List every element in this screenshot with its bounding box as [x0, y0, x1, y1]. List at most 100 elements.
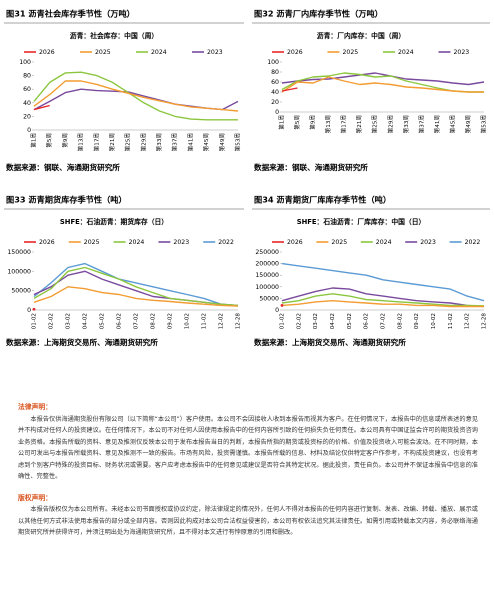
- x-tick-label: 第41周: [186, 133, 194, 151]
- x-tick-label: 第1周: [30, 133, 38, 148]
- y-tick-label: 60: [23, 86, 31, 93]
- x-tick-label: 第13周: [77, 133, 85, 151]
- x-tick-label: 第5周: [293, 115, 301, 130]
- x-tick-label: 05-02: [347, 313, 353, 329]
- charts: 图31 沥青社会库存季节性（万吨） 沥青：社会库存：中国（周） 0 20 40 60 80 1…: [4, 9, 490, 347]
- chart-title: 沥青：厂内库存：中国（周）: [317, 31, 405, 40]
- x-tick-label: 第9周: [61, 133, 69, 148]
- legend-label: 2022: [465, 239, 481, 246]
- x-tick-label: 04-02: [83, 313, 89, 329]
- figure-title: 图32 沥青厂内库存季节性（万吨）: [254, 9, 383, 19]
- series-line: [281, 293, 485, 307]
- x-tick-label: 10-02: [185, 313, 191, 329]
- series-line: [33, 71, 238, 121]
- series-line: [33, 266, 239, 307]
- y-tick-label: 250000: [255, 249, 279, 256]
- x-tick-label: 12-28: [236, 313, 242, 330]
- x-tick-label: 08-02: [397, 313, 403, 329]
- legal-section: 法律声明： 本报告仅供海通期货股份有限公司（以下简称“本公司”）客户使用。本公司…: [18, 396, 478, 539]
- y-tick-label: 20: [23, 113, 31, 120]
- legend-label: 2026: [39, 49, 55, 56]
- figure-title: 图34 沥青期货厂库库存季节性（吨）: [254, 195, 391, 205]
- legend-label: 2026: [287, 239, 303, 246]
- legend-label: 2023: [454, 49, 470, 56]
- legend-label: 2025: [84, 239, 100, 246]
- x-tick-label: 第25周: [371, 115, 379, 133]
- legend-label: 2024: [398, 49, 414, 56]
- y-tick-label: 60: [271, 79, 279, 86]
- legend-label: 2023: [173, 239, 189, 246]
- y-tick-label: 100000: [255, 284, 279, 291]
- figure-source: 数据来源：钢联、海通期货研究所: [6, 162, 120, 172]
- legend-label: 2026: [39, 239, 55, 246]
- legend-label: 2024: [151, 49, 167, 56]
- y-tick-label: 80: [23, 73, 31, 80]
- x-tick-label: 10-02: [431, 313, 437, 329]
- series-line: [33, 88, 239, 111]
- x-tick-label: 第29周: [139, 133, 147, 151]
- figure-source: 数据来源：钢联、海通期货研究所: [254, 162, 368, 172]
- legend-label: 2024: [376, 239, 392, 246]
- copyright-text: 本报告版权仅为本公司所有。未经本公司书面授权或协议约定，除法律规定的情况外，任何…: [18, 506, 478, 536]
- x-tick-label: 第9周: [309, 115, 317, 130]
- x-tick-label: 09-02: [168, 313, 174, 329]
- x-tick-label: 第21周: [355, 115, 363, 133]
- x-tick-label: 07-02: [381, 313, 387, 329]
- legend-label: 2025: [95, 49, 111, 56]
- x-tick-label: 03-02: [66, 313, 72, 329]
- x-tick-label: 02-02: [49, 313, 55, 329]
- x-tick-label: 第33周: [402, 115, 410, 133]
- legend-label: 2022: [218, 239, 234, 246]
- x-tick-label: 第45周: [448, 115, 456, 133]
- x-tick-label: 第25周: [124, 133, 132, 151]
- series-line: [33, 80, 239, 112]
- x-tick-label: 第37周: [417, 115, 425, 133]
- series-line: [281, 300, 484, 308]
- y-tick-label: 80: [271, 69, 279, 76]
- y-tick-label: 0: [27, 307, 31, 314]
- data-point: [32, 307, 36, 311]
- legend-label: 2025: [331, 239, 347, 246]
- data-point: [280, 303, 284, 307]
- x-tick-label: 08-02: [151, 313, 157, 329]
- x-tick-label: 第53周: [234, 133, 242, 151]
- series-line: [281, 76, 484, 93]
- y-tick-label: 100000: [7, 268, 31, 275]
- x-tick-label: 第33周: [155, 133, 163, 151]
- y-tick-label: 150000: [7, 249, 31, 256]
- series-line: [281, 262, 485, 302]
- legal-text: 本报告仅供海通期货股份有限公司（以下简称“本公司”）客户使用。本公司不会因接收人…: [18, 415, 478, 481]
- y-tick-label: 50000: [259, 295, 279, 302]
- x-tick-label: 11-02: [448, 313, 454, 329]
- x-tick-label: 第17周: [340, 115, 348, 133]
- series-line: [33, 286, 239, 307]
- x-tick-label: 第49周: [464, 115, 472, 133]
- x-tick-label: 09-02: [414, 313, 420, 329]
- y-tick-label: 0: [27, 127, 31, 134]
- x-tick-label: 05-02: [100, 313, 106, 329]
- series-line: [281, 87, 298, 92]
- y-tick-label: 100: [267, 59, 279, 66]
- x-tick-label: 第21周: [108, 133, 116, 151]
- legend-label: 2026: [287, 49, 303, 56]
- x-tick-label: 06-02: [117, 313, 123, 329]
- x-tick-label: 第53周: [480, 115, 488, 133]
- y-tick-label: 0: [275, 307, 279, 314]
- x-tick-label: 07-02: [134, 313, 140, 329]
- figure-title: 图31 沥青社会库存季节性（万吨）: [6, 9, 135, 19]
- y-tick-label: 200000: [255, 261, 279, 268]
- chart-title: 沥青：社会库存：中国（周）: [70, 31, 158, 40]
- y-tick-label: 100: [19, 59, 31, 66]
- x-tick-label: 第1周: [278, 115, 286, 130]
- x-tick-label: 04-02: [330, 313, 336, 329]
- y-tick-label: 40: [271, 89, 279, 96]
- series-line: [281, 72, 485, 86]
- x-tick-label: 03-02: [313, 313, 319, 329]
- x-tick-label: 第29周: [386, 115, 394, 133]
- y-tick-label: 150000: [255, 272, 279, 279]
- x-tick-label: 第45周: [202, 133, 210, 151]
- y-tick-label: 0: [275, 109, 279, 116]
- series-line: [33, 262, 239, 307]
- x-tick-label: 01-02: [32, 313, 38, 329]
